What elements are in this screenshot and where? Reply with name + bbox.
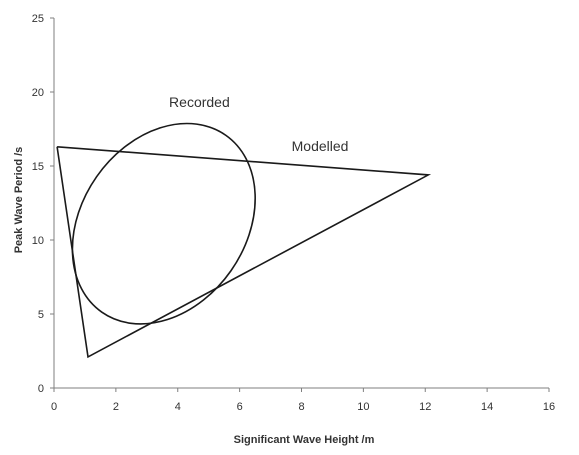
x-tick-label: 4 bbox=[175, 401, 181, 413]
plot-marks bbox=[56, 122, 432, 359]
x-axis-title: Significant Wave Height /m bbox=[234, 434, 375, 446]
x-tick-label: 10 bbox=[357, 401, 369, 413]
chart-labels: Significant Wave Height /m Peak Wave Per… bbox=[13, 94, 375, 446]
y-tick-label: 15 bbox=[32, 161, 44, 173]
annotation-recorded: Recorded bbox=[169, 94, 230, 110]
x-tick-label: 2 bbox=[113, 401, 119, 413]
axes: 0 2 4 6 8 10 12 14 16 0 5 10 15 20 25 bbox=[32, 13, 555, 413]
x-tick-label: 12 bbox=[419, 401, 431, 413]
y-tick-label: 20 bbox=[32, 87, 44, 99]
annotation-modelled: Modelled bbox=[292, 138, 349, 154]
x-tick-label: 8 bbox=[298, 401, 304, 413]
x-tick-label: 16 bbox=[543, 401, 555, 413]
x-tick-label: 0 bbox=[51, 401, 57, 413]
x-tick-label: 6 bbox=[237, 401, 243, 413]
x-tick-label: 14 bbox=[481, 401, 493, 413]
y-tick-label: 10 bbox=[32, 235, 44, 247]
y-tick-label: 0 bbox=[38, 383, 44, 395]
y-axis-title: Peak Wave Period /s bbox=[13, 147, 25, 254]
y-tick-label: 25 bbox=[32, 13, 44, 25]
y-tick-label: 5 bbox=[38, 309, 44, 321]
series-recorded-ellipse bbox=[71, 122, 256, 325]
